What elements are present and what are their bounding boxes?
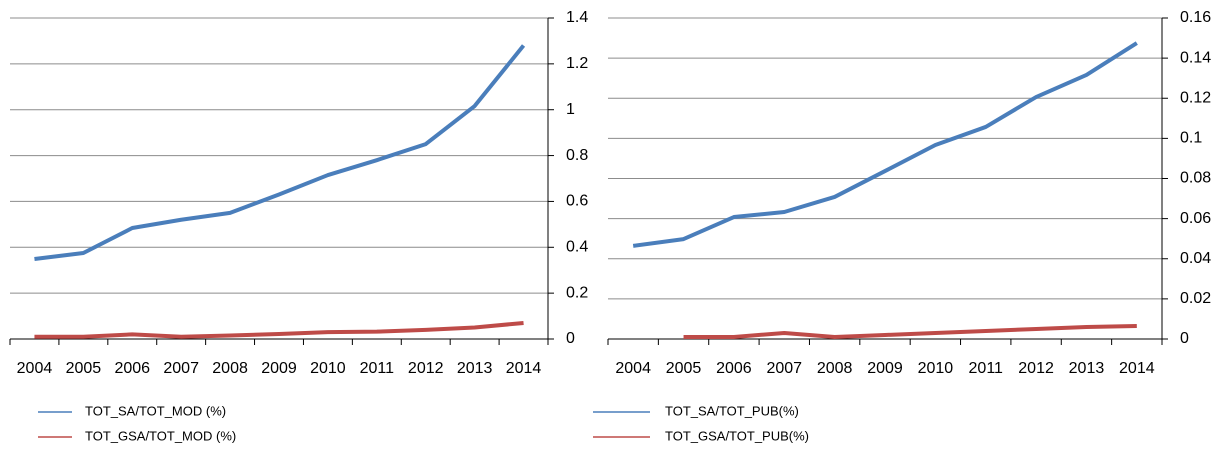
x-tick-label: 2011	[969, 360, 1004, 377]
x-tick-label: 2008	[817, 360, 853, 377]
y-tick-label: 0.6	[566, 193, 588, 210]
x-tick-label: 2014	[1119, 360, 1155, 377]
x-tick-label: 2009	[867, 360, 903, 377]
x-tick-label: 2006	[716, 360, 752, 377]
x-tick-label: 2013	[1069, 360, 1105, 377]
y-tick-label: 0.12	[1180, 89, 1211, 106]
y-tick-label: 0.2	[566, 284, 588, 301]
x-tick-label: 2012	[408, 360, 444, 377]
x-tick-label: 2004	[615, 360, 651, 377]
y-tick-label: 0.06	[1180, 210, 1211, 227]
x-tick-label: 2010	[310, 360, 346, 377]
y-tick-label: 0.4	[566, 239, 588, 256]
x-tick-label: 2009	[261, 360, 297, 377]
data-line	[683, 323, 1137, 339]
y-tick-label: 1.2	[566, 55, 588, 72]
y-tick-label: 1.4	[566, 9, 588, 26]
data-line	[632, 41, 1138, 248]
x-tick-label: 2007	[163, 360, 199, 377]
x-tick-label: 2011	[360, 360, 395, 377]
legend-label: TOT_SA/TOT_PUB(%)	[665, 403, 799, 418]
y-tick-label: 0.1	[1180, 130, 1202, 147]
x-tick-label: 2006	[114, 360, 150, 377]
data-line	[34, 44, 526, 261]
y-tick-label: 0.08	[1180, 170, 1211, 187]
data-line	[34, 320, 524, 339]
legend-label: TOT_SA/TOT_MOD (%)	[85, 403, 226, 418]
x-tick-label: 2008	[212, 360, 248, 377]
y-tick-label: 0.02	[1180, 290, 1211, 307]
x-tick-label: 2005	[66, 360, 102, 377]
y-tick-label: 0.04	[1180, 250, 1211, 267]
y-tick-label: 0	[1180, 330, 1189, 347]
x-tick-label: 2007	[766, 360, 802, 377]
legend-label: TOT_GSA/TOT_PUB(%)	[665, 428, 809, 443]
x-tick-label: 2004	[17, 360, 53, 377]
y-tick-label: 0.8	[566, 147, 588, 164]
x-tick-label: 2005	[666, 360, 702, 377]
y-tick-label: 1	[566, 101, 575, 118]
x-tick-label: 2014	[506, 360, 542, 377]
y-tick-label: 0	[566, 330, 575, 347]
x-tick-label: 2013	[457, 360, 493, 377]
x-tick-label: 2010	[918, 360, 954, 377]
y-tick-label: 0.14	[1180, 49, 1211, 66]
legend-label: TOT_GSA/TOT_MOD (%)	[85, 428, 236, 443]
x-tick-label: 2012	[1018, 360, 1054, 377]
y-tick-label: 0.16	[1180, 9, 1211, 26]
